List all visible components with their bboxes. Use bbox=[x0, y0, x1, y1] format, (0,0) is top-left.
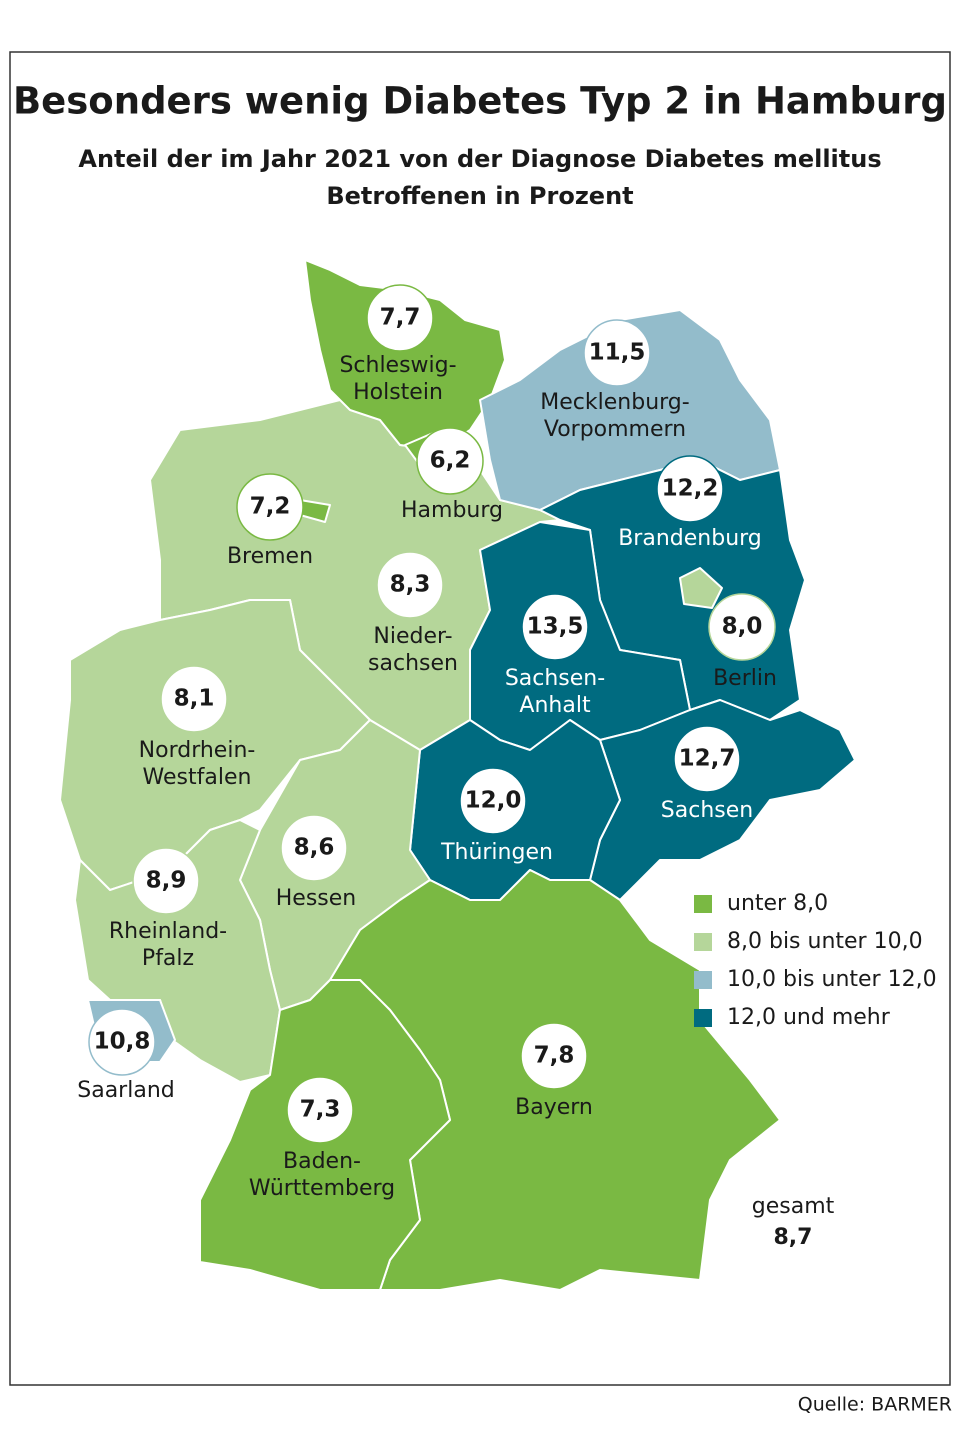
region-value: 8,6 bbox=[294, 835, 335, 861]
region-value: 7,8 bbox=[534, 1043, 575, 1069]
region-name: Sachsen- bbox=[505, 666, 605, 691]
legend-label: 8,0 bis unter 10,0 bbox=[727, 929, 923, 954]
region-name: Nordrhein- bbox=[139, 738, 256, 763]
value-badge bbox=[376, 551, 444, 619]
total-label: gesamt bbox=[752, 1194, 835, 1219]
region-value: 7,2 bbox=[250, 494, 291, 520]
legend-label: unter 8,0 bbox=[727, 891, 828, 916]
region-value: 10,8 bbox=[94, 1029, 151, 1055]
region-name: Holstein bbox=[353, 380, 443, 405]
region-name: sachsen bbox=[368, 651, 458, 676]
region-name: Baden- bbox=[283, 1149, 361, 1174]
value-badge bbox=[88, 1008, 156, 1076]
region-name: Sachsen bbox=[661, 798, 753, 823]
value-badge bbox=[673, 725, 741, 793]
region-name: Nieder- bbox=[373, 624, 452, 649]
region-value: 8,9 bbox=[146, 868, 187, 894]
region-name: Rheinland- bbox=[109, 919, 227, 944]
region-value: 12,2 bbox=[662, 476, 719, 502]
region-name: Hamburg bbox=[401, 498, 503, 523]
subtitle: Anteil der im Jahr 2021 von der Diagnose… bbox=[78, 145, 881, 173]
value-badge bbox=[656, 455, 724, 523]
title: Besonders wenig Diabetes Typ 2 in Hambur… bbox=[13, 80, 947, 123]
total-value: 8,7 bbox=[774, 1225, 813, 1250]
region-value: 12,7 bbox=[679, 746, 736, 772]
region-value: 8,0 bbox=[722, 614, 763, 640]
value-badge bbox=[520, 1022, 588, 1090]
region-value: 7,7 bbox=[380, 305, 421, 331]
region-name: Berlin bbox=[713, 666, 777, 691]
region-name: Brandenburg bbox=[618, 526, 762, 551]
region-name: Westfalen bbox=[143, 765, 252, 790]
region-value: 7,3 bbox=[300, 1097, 341, 1123]
region-shape bbox=[679, 567, 723, 609]
frame bbox=[9, 51, 951, 1386]
region-value: 11,5 bbox=[589, 340, 646, 366]
value-badge bbox=[708, 593, 776, 661]
legend-swatch bbox=[694, 933, 712, 951]
legend-swatch bbox=[694, 971, 712, 989]
region-name: Württemberg bbox=[249, 1176, 395, 1201]
value-badge bbox=[280, 814, 348, 882]
value-badge bbox=[132, 847, 200, 915]
value-badge bbox=[366, 284, 434, 352]
region-value: 12,0 bbox=[465, 788, 522, 814]
region-name: Pfalz bbox=[142, 946, 194, 971]
region-name: Bayern bbox=[515, 1095, 593, 1120]
region-name: Mecklenburg- bbox=[540, 390, 689, 415]
value-badge bbox=[583, 319, 651, 387]
region-name: Schleswig- bbox=[339, 353, 456, 378]
value-badge bbox=[236, 473, 304, 541]
region-name: Bremen bbox=[227, 544, 313, 569]
region-name: Vorpommern bbox=[544, 417, 686, 442]
value-badge bbox=[160, 665, 228, 733]
subtitle: Betroffenen in Prozent bbox=[326, 182, 633, 210]
legend-label: 10,0 bis unter 12,0 bbox=[727, 967, 937, 992]
value-badge bbox=[459, 767, 527, 835]
value-badge bbox=[286, 1076, 354, 1144]
source: Quelle: BARMER bbox=[798, 1394, 952, 1416]
region-value: 6,2 bbox=[430, 448, 471, 474]
value-badge bbox=[521, 593, 589, 661]
region-value: 8,3 bbox=[390, 572, 431, 598]
value-badge bbox=[416, 427, 484, 495]
region-value: 13,5 bbox=[527, 614, 584, 640]
legend-swatch bbox=[694, 895, 712, 913]
region-name: Anhalt bbox=[519, 693, 591, 718]
region-name: Thüringen bbox=[440, 840, 553, 865]
legend-swatch bbox=[694, 1009, 712, 1027]
region-name: Saarland bbox=[77, 1078, 174, 1103]
region-name: Hessen bbox=[276, 886, 356, 911]
region-value: 8,1 bbox=[174, 686, 215, 712]
region-shape bbox=[59, 599, 371, 891]
legend-label: 12,0 und mehr bbox=[727, 1005, 891, 1030]
